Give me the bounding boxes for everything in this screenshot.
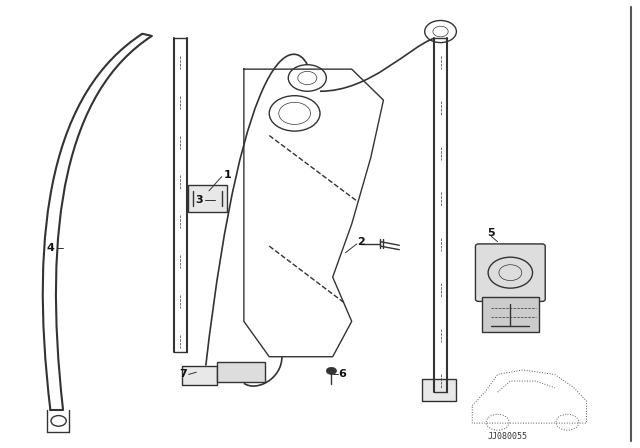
FancyBboxPatch shape (422, 379, 456, 401)
FancyBboxPatch shape (476, 244, 545, 302)
Text: 2: 2 (357, 237, 365, 247)
FancyBboxPatch shape (216, 362, 265, 383)
FancyBboxPatch shape (482, 297, 539, 332)
FancyBboxPatch shape (182, 366, 217, 384)
FancyBboxPatch shape (188, 185, 227, 212)
Text: 1: 1 (224, 170, 232, 181)
Text: 3: 3 (196, 195, 204, 205)
Text: 7: 7 (180, 370, 188, 379)
Text: 6: 6 (339, 370, 346, 379)
Text: 5: 5 (488, 228, 495, 238)
Text: JJ080055: JJ080055 (487, 432, 527, 441)
Circle shape (326, 367, 337, 375)
Text: 4: 4 (47, 243, 54, 253)
